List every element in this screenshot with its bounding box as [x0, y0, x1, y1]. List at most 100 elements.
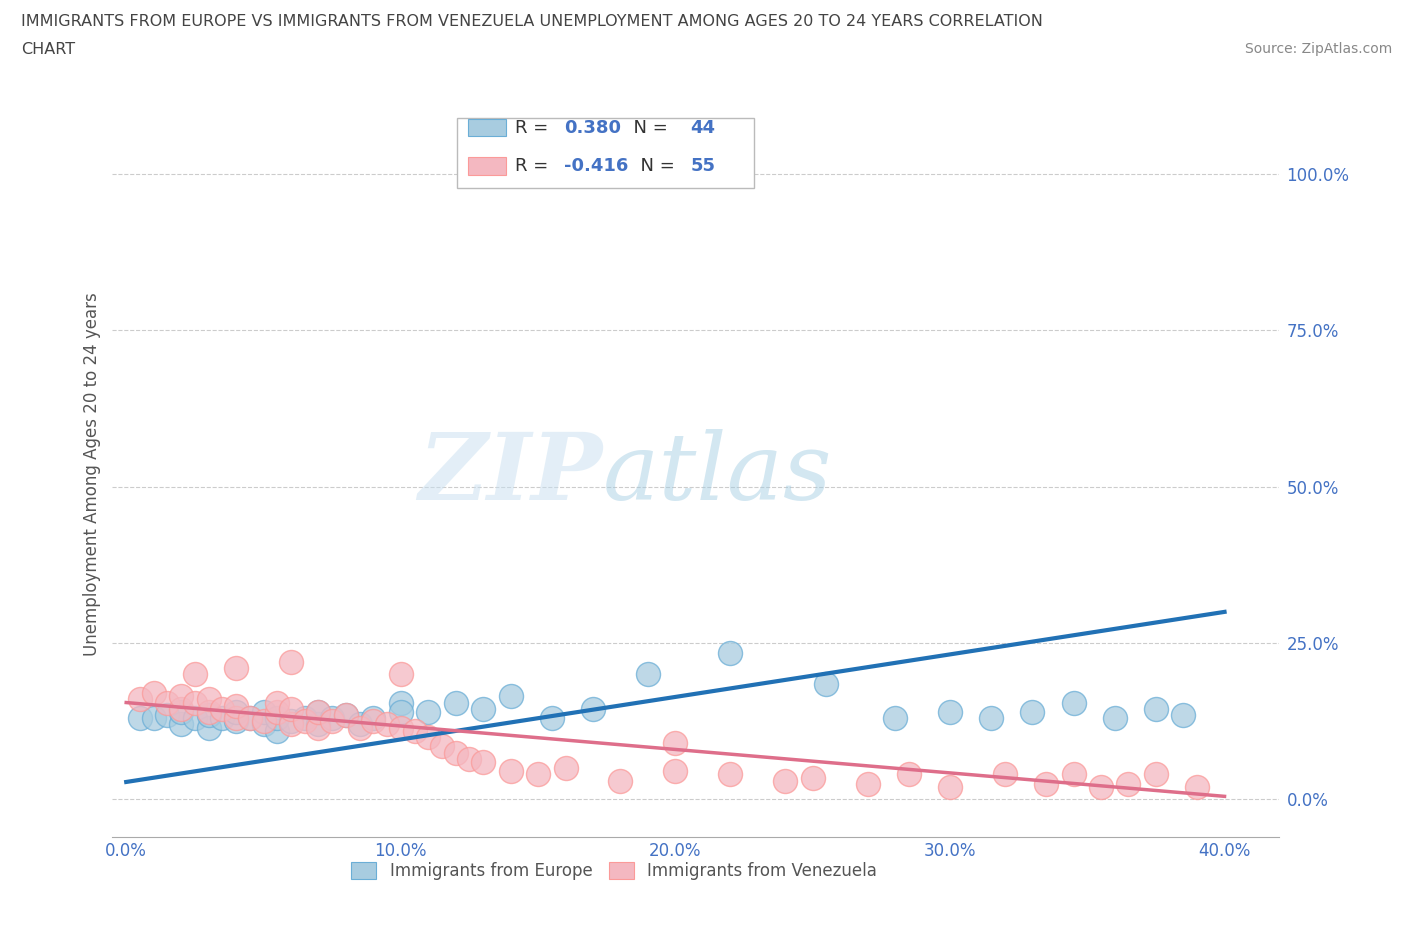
Point — [1021, 705, 1043, 720]
Point — [239, 711, 262, 725]
Point — [389, 695, 412, 710]
Point — [197, 720, 219, 735]
Point — [430, 738, 453, 753]
Point — [404, 724, 426, 738]
Point — [980, 711, 1002, 725]
Point — [142, 685, 165, 700]
Point — [1104, 711, 1126, 725]
Point — [197, 708, 219, 723]
Point — [718, 767, 741, 782]
Point — [170, 705, 193, 720]
Text: CHART: CHART — [21, 42, 75, 57]
Point — [307, 705, 329, 720]
Point — [499, 689, 522, 704]
Point — [170, 701, 193, 716]
Point — [142, 711, 165, 725]
Point — [156, 695, 179, 710]
Point — [184, 695, 207, 710]
Point — [363, 711, 385, 725]
Point — [1035, 777, 1057, 791]
Point — [211, 711, 233, 725]
Point — [129, 711, 152, 725]
Point — [225, 714, 247, 729]
Text: atlas: atlas — [603, 430, 832, 519]
Text: Source: ZipAtlas.com: Source: ZipAtlas.com — [1244, 42, 1392, 56]
Point — [499, 764, 522, 778]
Point — [335, 708, 357, 723]
Point — [1090, 779, 1112, 794]
Point — [939, 705, 962, 720]
Point — [472, 754, 495, 769]
Point — [418, 729, 440, 744]
Point — [363, 714, 385, 729]
Text: 0.380: 0.380 — [564, 118, 621, 137]
Point — [225, 711, 247, 725]
Point — [994, 767, 1017, 782]
Point — [418, 705, 440, 720]
Point — [129, 692, 152, 707]
Point — [1144, 767, 1167, 782]
Point — [1144, 701, 1167, 716]
Point — [307, 705, 329, 720]
Point — [897, 767, 920, 782]
Point — [307, 720, 329, 735]
Point — [1063, 695, 1085, 710]
Text: -0.416: -0.416 — [564, 157, 628, 175]
Point — [939, 779, 962, 794]
Point — [801, 770, 824, 785]
FancyBboxPatch shape — [457, 118, 755, 188]
Point — [554, 761, 576, 776]
Point — [266, 724, 288, 738]
FancyBboxPatch shape — [468, 157, 506, 175]
Point — [1173, 708, 1195, 723]
Point — [815, 676, 838, 691]
Point — [197, 692, 219, 707]
Point — [294, 711, 316, 725]
Point — [389, 720, 412, 735]
Text: N =: N = — [623, 118, 673, 137]
Text: ZIP: ZIP — [419, 430, 603, 519]
Point — [540, 711, 562, 725]
Point — [321, 711, 343, 725]
Point — [156, 708, 179, 723]
Text: 55: 55 — [690, 157, 716, 175]
Text: 44: 44 — [690, 118, 716, 137]
Point — [1185, 779, 1208, 794]
Point — [280, 701, 302, 716]
Text: IMMIGRANTS FROM EUROPE VS IMMIGRANTS FROM VENEZUELA UNEMPLOYMENT AMONG AGES 20 T: IMMIGRANTS FROM EUROPE VS IMMIGRANTS FRO… — [21, 14, 1043, 29]
Point — [280, 717, 302, 732]
Point — [225, 698, 247, 713]
Point — [266, 695, 288, 710]
Point — [266, 705, 288, 720]
Point — [225, 660, 247, 675]
Point — [349, 717, 371, 732]
Point — [458, 751, 481, 766]
Point — [582, 701, 605, 716]
Y-axis label: Unemployment Among Ages 20 to 24 years: Unemployment Among Ages 20 to 24 years — [83, 292, 101, 657]
Point — [884, 711, 907, 725]
Point — [294, 714, 316, 729]
Point — [170, 717, 193, 732]
Point — [266, 711, 288, 725]
Point — [170, 689, 193, 704]
Point — [280, 655, 302, 670]
Point — [184, 711, 207, 725]
Point — [252, 717, 274, 732]
Text: R =: R = — [515, 118, 554, 137]
Point — [184, 667, 207, 682]
Point — [527, 767, 550, 782]
Point — [609, 773, 631, 788]
Point — [664, 736, 686, 751]
Point — [335, 708, 357, 723]
Point — [472, 701, 495, 716]
Point — [637, 667, 659, 682]
Point — [375, 717, 398, 732]
Point — [239, 711, 262, 725]
Text: N =: N = — [630, 157, 681, 175]
Point — [718, 645, 741, 660]
Point — [773, 773, 796, 788]
Point — [225, 705, 247, 720]
Point — [280, 714, 302, 729]
Point — [307, 717, 329, 732]
Text: R =: R = — [515, 157, 554, 175]
